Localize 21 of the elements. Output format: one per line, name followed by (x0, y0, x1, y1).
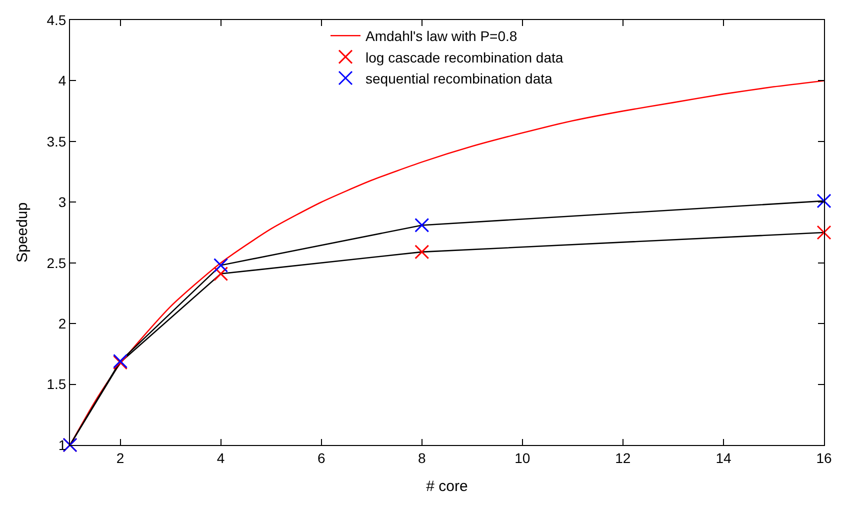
y-tick-label: 3 (58, 194, 66, 210)
legend-label: log cascade recombination data (366, 49, 564, 66)
y-tick-label: 3.5 (46, 133, 66, 150)
y-tick-label: 2.5 (46, 254, 66, 271)
x-axis-title: # core (426, 478, 468, 495)
x-tick-label: 16 (816, 450, 832, 466)
y-tick-label: 1 (58, 436, 66, 453)
x-tick-label: 10 (514, 450, 530, 466)
y-tick-label: 4.5 (46, 12, 66, 28)
x-tick-label: 2 (116, 450, 124, 466)
y-tick-label: 2 (58, 315, 66, 332)
legend-label: Amdahl's law with P=0.8 (366, 28, 518, 44)
legend-label: sequential recombination data (366, 70, 553, 86)
y-tick-label: 1.5 (46, 376, 66, 392)
x-tick-label: 4 (216, 450, 225, 466)
x-tick-label: 12 (615, 450, 631, 466)
x-tick-label: 14 (716, 450, 732, 466)
y-axis-title: Speedup (14, 202, 31, 263)
x-tick-label: 6 (317, 450, 326, 466)
y-tick-label: 4 (58, 72, 66, 89)
x-tick-label: 8 (418, 450, 426, 466)
